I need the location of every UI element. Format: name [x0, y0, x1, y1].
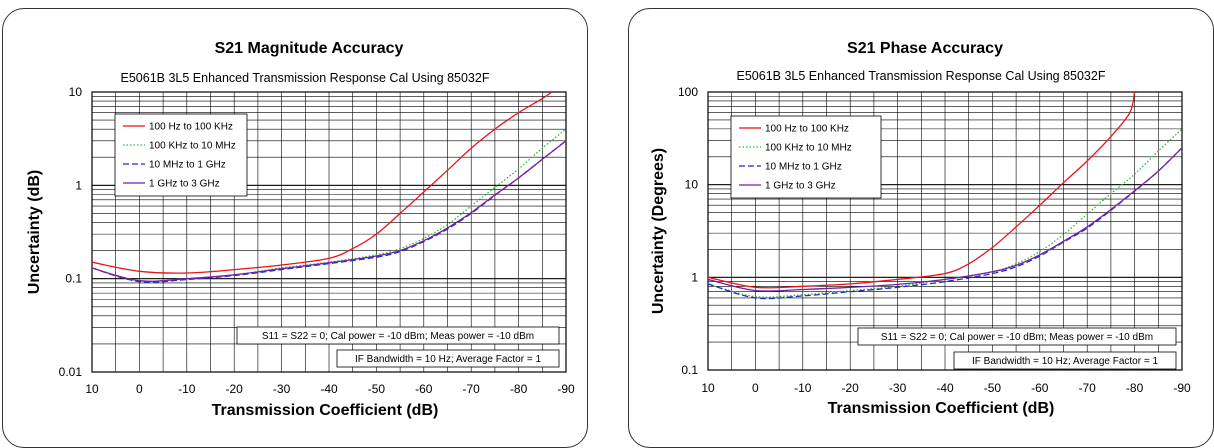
legend-label: 10 MHz to 1 GHz	[149, 160, 226, 171]
note-box	[236, 326, 560, 345]
x-tick-label: -50	[984, 381, 1002, 395]
x-tick-label: -30	[273, 382, 291, 396]
series-line-2	[708, 128, 1182, 298]
note-text: IF Bandwidth = 10 Hz; Average Factor = 1	[355, 354, 541, 365]
phase-chart: S21 Phase Accuracy E5061B 3L5 Enhanced Tr…	[650, 40, 1191, 417]
x-tick-label: -10	[794, 381, 812, 395]
x-axis-label: Transmission Coefficient (dB)	[828, 400, 1055, 417]
legend-label: 100 KHz to 10 MHz	[149, 141, 236, 152]
x-tick-label: -40	[936, 381, 954, 395]
legend-label: 100 KHz to 10 MHz	[765, 143, 852, 154]
y-tick-label: 0.01	[59, 365, 83, 379]
y-axis-label: Uncertainty (dB)	[26, 170, 43, 294]
series-group	[708, 92, 1182, 300]
legend: 100 Hz to 100 KHz 100 KHz to 10 MHz 10 MHz…	[114, 113, 248, 197]
x-tick-label: -20	[226, 382, 244, 396]
legend-box	[730, 115, 882, 199]
note-box	[953, 351, 1177, 370]
magnitude-chart-panel: S21 Magnitude Accuracy E5061B 3L5 Enhance…	[2, 8, 588, 448]
x-tick-label: -80	[1126, 381, 1144, 395]
y-tick-label: 1	[75, 178, 82, 192]
note-box	[857, 327, 1177, 346]
y-tick-label: 10	[685, 178, 699, 192]
y-axis-label: Uncertainty (Degrees)	[650, 148, 667, 314]
legend-label: 1 GHz to 3 GHz	[149, 179, 220, 190]
series-group	[92, 92, 566, 283]
series-line-1	[708, 92, 1136, 289]
series-line-4	[92, 140, 566, 282]
plot-frame	[707, 91, 1183, 371]
x-tick-label: 0	[136, 382, 143, 396]
y-tick-label: 100	[678, 85, 698, 99]
phase-chart-panel: S21 Phase Accuracy E5061B 3L5 Enhanced Tr…	[628, 8, 1214, 448]
chart-subtitle: E5061B 3L5 Enhanced Transmission Respons…	[121, 71, 490, 85]
x-tick-label: -50	[368, 382, 386, 396]
x-tick-label: -70	[1079, 381, 1097, 395]
x-tick-label: 10	[85, 382, 99, 396]
legend-label: 1 GHz to 3 GHz	[765, 181, 836, 192]
note-text: S11 = S22 = 0; Cal power = -10 dBm; Meas…	[881, 332, 1153, 343]
y-tick-label: 0.1	[681, 363, 698, 377]
magnitude-chart: S21 Magnitude Accuracy E5061B 3L5 Enhance…	[26, 40, 575, 419]
y-tick-label: 10	[69, 85, 83, 99]
grid	[91, 91, 567, 373]
x-tick-label: -90	[1173, 381, 1191, 395]
legend: 100 Hz to 100 KHz 100 KHz to 10 MHz 10 MHz…	[730, 115, 882, 199]
x-axis-label: Transmission Coefficient (dB)	[212, 402, 439, 419]
series-line-4	[708, 147, 1182, 292]
x-tick-label: -30	[889, 381, 907, 395]
x-tick-label: -70	[463, 382, 481, 396]
note-text: S11 = S22 = 0; Cal power = -10 dBm; Meas…	[262, 331, 534, 342]
x-tick-label: -10	[178, 382, 196, 396]
series-line-2	[92, 128, 566, 282]
legend-label: 100 Hz to 100 KHz	[149, 122, 233, 133]
x-tick-label: 0	[752, 381, 759, 395]
note-text: IF Bandwidth = 10 Hz; Average Factor = 1	[972, 356, 1158, 367]
x-tick-label: -60	[1031, 381, 1049, 395]
x-tick-label: -60	[415, 382, 433, 396]
x-tick-label: -20	[842, 381, 860, 395]
series-line-1	[92, 92, 553, 274]
plot-frame	[91, 91, 567, 373]
legend-label: 100 Hz to 100 KHz	[765, 124, 849, 135]
x-tick-label: -80	[510, 382, 528, 396]
note-box	[336, 349, 560, 368]
chart-title: S21 Phase Accuracy	[847, 40, 1003, 57]
x-tick-label: 10	[701, 381, 715, 395]
x-tick-label: -90	[557, 382, 575, 396]
legend-box	[114, 113, 248, 197]
chart-title: S21 Magnitude Accuracy	[215, 40, 404, 57]
y-tick-label: 1	[691, 270, 698, 284]
chart-subtitle: E5061B 3L5 Enhanced Transmission Respons…	[737, 69, 1106, 83]
legend-label: 10 MHz to 1 GHz	[765, 162, 842, 173]
x-tick-label: -40	[320, 382, 338, 396]
y-tick-label: 0.1	[65, 272, 82, 286]
